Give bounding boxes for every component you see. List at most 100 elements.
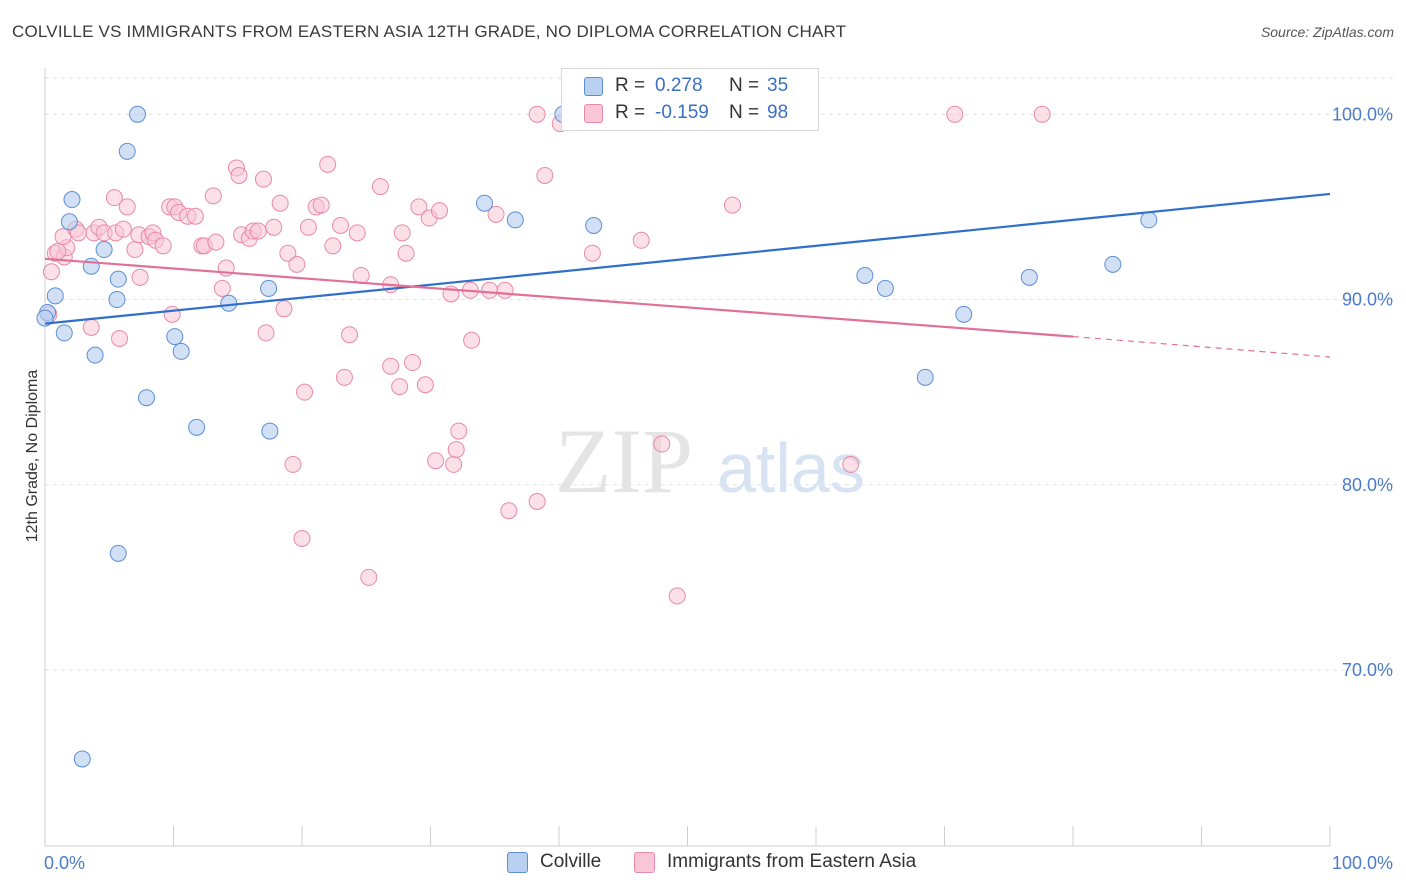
immigrants-point xyxy=(427,452,445,470)
immigrants-point xyxy=(668,587,686,605)
immigrants-point xyxy=(360,568,378,586)
correlation-legend: R = 0.278 N = 35 R = -0.159 N = 98 xyxy=(561,68,819,131)
colville-point xyxy=(261,422,279,440)
immigrants-point xyxy=(487,205,505,223)
legend-r-value: -0.159 xyxy=(655,102,709,123)
immigrants-point xyxy=(382,357,400,375)
colville-point xyxy=(166,328,184,346)
colville-point xyxy=(916,368,934,386)
colville-point xyxy=(36,309,54,327)
colville-point xyxy=(82,257,100,275)
y-tick-label: 90.0% xyxy=(1342,290,1393,310)
immigrants-point xyxy=(1033,105,1051,123)
colville-point xyxy=(86,346,104,364)
immigrants-point xyxy=(450,422,468,440)
immigrants-point xyxy=(296,383,314,401)
immigrants-point xyxy=(118,198,136,216)
legend-item-immigrants[interactable]: Immigrants from Eastern Asia xyxy=(634,851,916,873)
immigrants-point xyxy=(632,231,650,249)
immigrants-trend-line xyxy=(44,257,1074,338)
y-tick-label: 80.0% xyxy=(1342,475,1393,495)
colville-point xyxy=(60,213,78,231)
tick-labels: 70.0% 80.0% 90.0% 100.0% 0.0% 100.0% xyxy=(44,104,1393,873)
immigrants-point xyxy=(352,266,370,284)
immigrants-point xyxy=(447,441,465,459)
immigrants-point xyxy=(69,224,87,242)
immigrants-point xyxy=(299,218,317,236)
immigrants-point xyxy=(257,324,275,342)
immigrants-point xyxy=(288,255,306,273)
immigrants-point xyxy=(335,368,353,386)
colville-point xyxy=(856,266,874,284)
immigrants-point xyxy=(528,105,546,123)
immigrants-point xyxy=(404,354,422,372)
axes xyxy=(44,68,1331,847)
colville-point xyxy=(955,305,973,323)
legend-n-label: N = xyxy=(729,75,760,96)
colville-point xyxy=(585,216,603,234)
immigrants-point xyxy=(481,281,499,299)
y-tick-label: 70.0% xyxy=(1342,660,1393,680)
legend-n-value: 98 xyxy=(767,102,789,123)
legend-r-value: 0.278 xyxy=(655,75,703,96)
immigrants-point xyxy=(500,502,518,520)
immigrants-point xyxy=(271,194,289,212)
immigrants-point xyxy=(393,224,411,242)
immigrants-point xyxy=(207,233,225,251)
immigrants-point xyxy=(265,218,283,236)
legend-r-label: R = xyxy=(615,102,646,123)
immigrants-point xyxy=(213,279,231,297)
immigrants-point xyxy=(445,455,463,473)
immigrants-point xyxy=(163,305,181,323)
colville-point xyxy=(1140,211,1158,229)
immigrants-point xyxy=(536,166,554,184)
colville-point xyxy=(63,191,81,209)
colville-point xyxy=(1104,255,1122,273)
source-label: Source: ZipAtlas.com xyxy=(1260,24,1394,40)
immigrants-point xyxy=(312,196,330,214)
immigrants-point xyxy=(371,178,389,196)
legend-row-immigrants: R = -0.159 N = 98 xyxy=(584,100,788,126)
immigrants-point xyxy=(397,244,415,262)
legend-item-colville[interactable]: Colville xyxy=(507,851,601,873)
immigrants-point xyxy=(42,263,60,281)
legend-label-immigrants: Immigrants from Eastern Asia xyxy=(667,851,917,872)
trend-lines xyxy=(44,192,1331,358)
y-axis-label: 12th Grade, No Diploma xyxy=(24,370,41,543)
legend-swatch-immigrants xyxy=(634,851,655,873)
colville-point xyxy=(1020,268,1038,286)
watermark-zip: ZIP xyxy=(555,410,693,512)
immigrants-point xyxy=(332,216,350,234)
immigrants-point xyxy=(82,318,100,336)
immigrants-point xyxy=(319,155,337,173)
immigrants-point xyxy=(416,376,434,394)
colville-point xyxy=(109,544,127,562)
legend-swatch-immigrants xyxy=(584,103,603,123)
immigrants-point xyxy=(391,378,409,396)
immigrants-point xyxy=(463,331,481,349)
colville-point xyxy=(876,279,894,297)
immigrants-point xyxy=(126,241,144,259)
colville-point xyxy=(55,324,73,342)
watermark: ZIP atlas xyxy=(555,410,865,512)
colville-point xyxy=(220,294,238,312)
immigrants-point xyxy=(946,105,964,123)
legend-label-colville: Colville xyxy=(540,851,602,872)
immigrants-point xyxy=(114,220,132,238)
colville-point xyxy=(109,270,127,288)
immigrants-point xyxy=(341,326,359,344)
immigrants-point xyxy=(723,196,741,214)
immigrants-point xyxy=(111,329,129,347)
immigrants-point xyxy=(275,300,293,318)
colville-point xyxy=(260,279,278,297)
legend-r-label: R = xyxy=(615,75,646,96)
colville-point xyxy=(95,241,113,259)
chart-title: COLVILLE VS IMMIGRANTS FROM EASTERN ASIA… xyxy=(12,22,847,41)
immigrants-point xyxy=(49,242,67,260)
x-tick-label: 0.0% xyxy=(44,853,85,873)
immigrants-point xyxy=(284,455,302,473)
colville-point xyxy=(138,389,156,407)
immigrants-point xyxy=(249,222,267,240)
colville-point xyxy=(475,194,493,212)
immigrants-point xyxy=(410,198,428,216)
